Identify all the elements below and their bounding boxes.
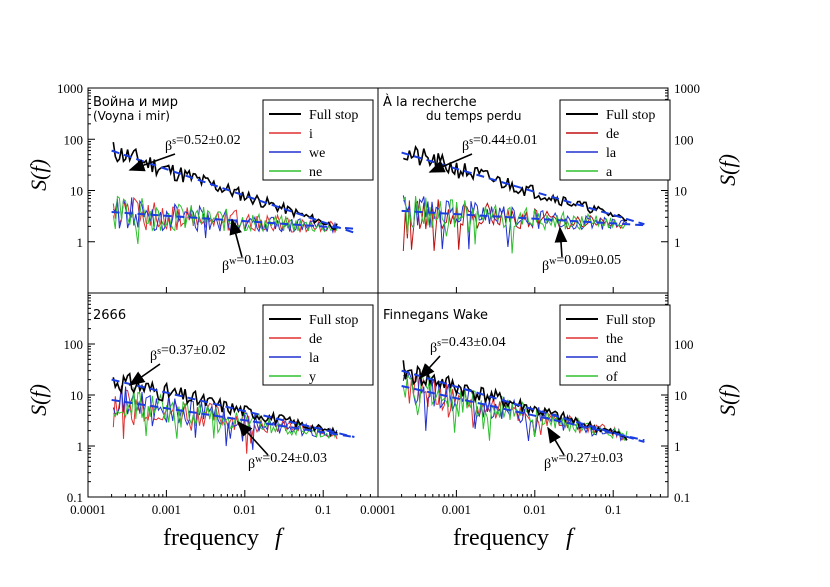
y-tick-label: 0.1 — [67, 490, 83, 505]
x-tick-label: 0.01 — [523, 502, 546, 517]
legend-label: de — [606, 127, 619, 142]
legend-label: Full stop — [606, 313, 655, 328]
legend-label: and — [606, 351, 626, 366]
legend-label: a — [606, 165, 613, 180]
x-tick-label: 0.001 — [152, 502, 181, 517]
beta-w-arrow — [236, 420, 269, 456]
legend-label: of — [606, 370, 618, 385]
panel-title: Finnegans Wake — [383, 308, 488, 323]
y-tick-label: 1 — [77, 235, 84, 250]
y-axis-label-top-right: S(f) — [715, 154, 740, 186]
beta-s-label: βs=0.44±0.01 — [462, 133, 538, 154]
legend-label: Full stop — [606, 108, 655, 123]
y-tick-label: 100 — [674, 132, 694, 147]
beta-w-arrow — [554, 226, 568, 258]
plot-layer: 1 10 100 1000 Война и мир(Voyna i mir) Full s… — [57, 81, 700, 517]
x-axis-label-sym-right: f — [566, 525, 576, 551]
beta-s-label: βs=0.37±0.02 — [150, 343, 226, 364]
legend-label: de — [309, 332, 322, 347]
x-tick-label: 0.001 — [442, 502, 471, 517]
panel-title: Война и мир — [93, 95, 178, 110]
series-we-line — [112, 197, 338, 239]
legend-label: we — [309, 146, 325, 161]
beta-s-label: βs=0.52±0.02 — [165, 133, 241, 154]
y-tick-label: 1000 — [57, 81, 83, 96]
beta-w-fit-line — [111, 398, 355, 439]
y-tick-label: 1 — [674, 235, 681, 250]
beta-s-arrow — [428, 153, 473, 173]
panel-title: À la recherche — [383, 94, 477, 110]
beta-w-label: βw=0.09±0.05 — [542, 253, 621, 274]
series-a-line — [402, 195, 628, 254]
y-tick-label: 100 — [64, 337, 84, 352]
x-tick-label: 0.0001 — [70, 502, 106, 517]
x-axis-label-main: frequency — [163, 525, 259, 551]
beta-s-fit-line — [111, 149, 355, 234]
beta-w-arrow — [229, 218, 243, 258]
legend-label: y — [309, 370, 316, 385]
beta-s-label: βs=0.43±0.04 — [430, 335, 506, 356]
legend-label: i — [309, 127, 313, 142]
y-axis-label-bottom-left: S(f) — [26, 384, 51, 416]
beta-s-fit-line — [401, 369, 645, 443]
y-tick-label: 0.1 — [674, 490, 690, 505]
panel-bottom-right: 0.1 1 10 100 0.0001 0.001 0.01 0.1 Finnegans Wak… — [360, 294, 694, 517]
legend-label: Full stop — [309, 108, 358, 123]
beta-w-label: βw=0.27±0.03 — [544, 451, 623, 472]
legend-label: la — [309, 351, 320, 366]
beta-s-arrow — [128, 153, 176, 172]
y-tick-label: 1000 — [674, 81, 700, 96]
x-tick-label: 0.1 — [315, 502, 331, 517]
y-axis-label-top-left: S(f) — [26, 159, 51, 191]
panel-subtitle: du temps perdu — [426, 109, 521, 123]
x-tick-label: 0.01 — [233, 502, 256, 517]
beta-s-fit-line — [111, 378, 355, 438]
y-tick-label: 100 — [674, 337, 694, 352]
y-tick-label: 100 — [64, 132, 84, 147]
x-tick-label: 0.1 — [605, 502, 621, 517]
panel-subtitle: (Voyna i mir) — [93, 109, 170, 123]
x-axis-label-main-right: frequency — [453, 525, 549, 551]
x-tick-label: 0.0001 — [360, 502, 396, 517]
legend-label: ne — [309, 165, 322, 180]
y-tick-label: 10 — [70, 184, 83, 199]
panel-title: 2666 — [93, 308, 126, 323]
panel-top-left: 1 10 100 1000 Война и мир(Voyna i mir) Full s… — [57, 81, 374, 293]
y-tick-label: 10 — [70, 388, 83, 403]
beta-w-fit-line — [401, 385, 645, 442]
beta-s-arrow — [128, 363, 161, 386]
y-tick-label: 10 — [674, 388, 687, 403]
legend-label: the — [606, 332, 623, 347]
legend-label: la — [606, 146, 617, 161]
legend-label: Full stop — [309, 313, 358, 328]
series-of-line — [402, 373, 628, 442]
panel-bottom-left: 0.1 1 10 100 0.0001 0.001 0.01 0.1 2666 Full stop… — [64, 294, 379, 517]
y-tick-label: 1 — [674, 439, 681, 454]
series-y-line — [112, 387, 338, 439]
y-tick-label: 1 — [77, 439, 84, 454]
beta-w-arrow — [547, 426, 565, 456]
y-axis-label-bottom-right: S(f) — [715, 384, 740, 416]
beta-w-fit-line — [401, 209, 645, 227]
beta-s-arrow — [418, 355, 441, 380]
beta-w-label: βw=0.1±0.03 — [222, 253, 294, 274]
series-full-stop-line — [403, 144, 628, 222]
y-tick-label: 10 — [674, 184, 687, 199]
x-axis-label-sym: f — [275, 525, 285, 551]
beta-w-label: βw=0.24±0.03 — [248, 451, 327, 472]
